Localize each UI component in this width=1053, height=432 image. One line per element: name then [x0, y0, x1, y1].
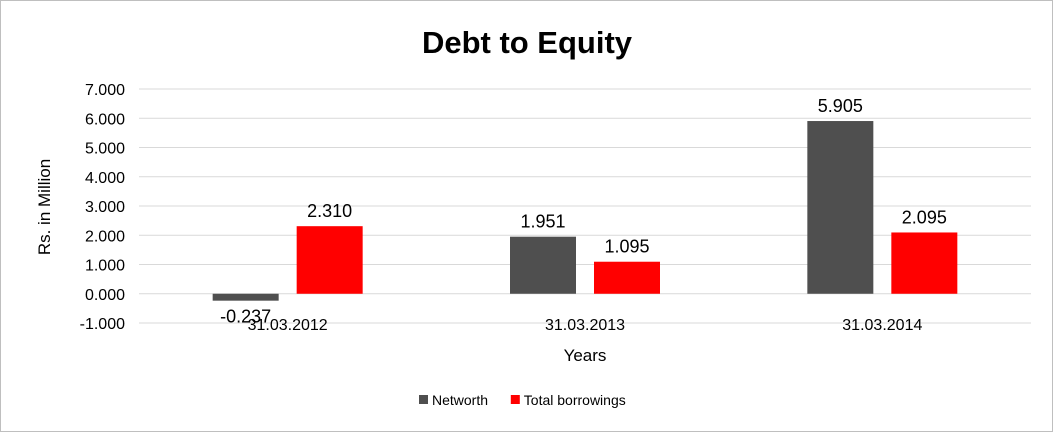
bar-total-borrowings	[891, 232, 958, 294]
bar-networth	[212, 293, 279, 301]
bars	[212, 121, 958, 301]
data-label: 5.905	[818, 96, 863, 116]
data-label: -0.237	[220, 307, 271, 327]
x-tick-label: 31.03.2013	[545, 317, 625, 334]
y-tick-label: 7.000	[85, 82, 125, 99]
gridlines	[139, 88, 1031, 324]
x-tick-label: 31.03.2012	[248, 317, 328, 334]
legend-swatch	[419, 395, 428, 404]
legend-swatch	[510, 395, 520, 404]
y-tick-label: 4.000	[85, 170, 125, 187]
bar-networth	[510, 236, 576, 294]
y-tick-label: 1.000	[85, 258, 125, 275]
x-axis-title: Years	[564, 346, 607, 365]
data-label: 2.310	[307, 201, 352, 221]
legend-label: Total borrowings	[524, 392, 626, 408]
y-tick-label: 0.000	[85, 287, 125, 304]
x-tick-label: 31.03.2014	[842, 317, 922, 334]
data-label: 1.095	[604, 237, 649, 257]
y-axis-title: Rs. in Million	[35, 159, 54, 255]
y-tick-label: 6.000	[85, 111, 125, 128]
data-label: 1.951	[520, 212, 565, 232]
bar-total-borrowings	[296, 226, 363, 294]
legend-label: Networth	[432, 392, 488, 408]
y-tick-label: 3.000	[85, 199, 125, 216]
y-axis-ticks: -1.000 0.000 1.000 2.000 3.000 4.000 5.000 6.00…	[80, 82, 125, 333]
y-tick-label: 5.000	[85, 141, 125, 158]
bar-total-borrowings	[594, 261, 660, 294]
legend: Networth Total borrowings	[419, 392, 626, 408]
bar-networth	[807, 121, 874, 294]
x-axis-ticks: 31.03.2012 31.03.2013 31.03.2014	[248, 317, 923, 334]
y-tick-label: -1.000	[80, 316, 125, 333]
data-label: 2.095	[902, 207, 947, 227]
data-labels: -0.237 2.310 1.951 1.095 5.905 2.095	[220, 96, 947, 327]
chart-title: Debt to Equity	[422, 25, 633, 60]
y-tick-label: 2.000	[85, 228, 125, 245]
